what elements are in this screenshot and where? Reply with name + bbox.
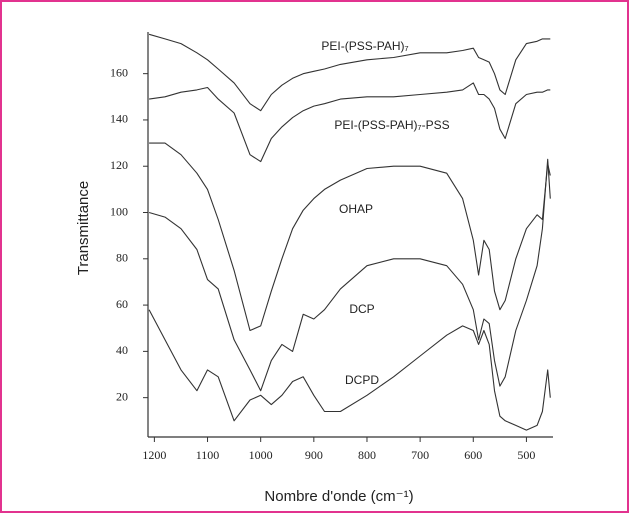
y-tick-label: 60 <box>116 297 128 311</box>
x-tick-label: 800 <box>358 448 376 462</box>
x-tick-label: 900 <box>305 448 323 462</box>
x-tick-label: 500 <box>517 448 535 462</box>
y-tick-label: 120 <box>110 158 128 172</box>
y-tick-label: 40 <box>116 343 128 357</box>
series-label: DCP <box>349 302 374 316</box>
y-tick-label: 100 <box>110 204 128 218</box>
y-axis-title: Transmittance <box>75 181 92 275</box>
spectrum-line <box>149 142 551 332</box>
x-tick-label: 1200 <box>142 448 166 462</box>
series-label: DCPD <box>345 373 379 387</box>
x-axis-title: Nombre d'onde (cm⁻¹) <box>264 488 413 505</box>
x-tick-label: 600 <box>464 448 482 462</box>
spectrum-line <box>148 309 551 431</box>
spectrum-line <box>149 82 551 163</box>
x-tick-label: 1000 <box>249 448 273 462</box>
series-label: PEI-(PSS-PAH)₇-PSS <box>334 118 449 132</box>
y-tick-label: 80 <box>116 251 128 265</box>
series-label: PEI-(PSS-PAH)₇ <box>321 39 408 53</box>
x-tick-label: 1100 <box>196 448 220 462</box>
spectrum-line <box>148 158 551 392</box>
series-label: OHAP <box>339 202 373 216</box>
y-tick-label: 160 <box>110 65 128 79</box>
y-tick-label: 140 <box>110 112 128 126</box>
x-tick-label: 700 <box>411 448 429 462</box>
spectrum-line <box>148 33 551 112</box>
y-tick-label: 20 <box>116 389 128 403</box>
